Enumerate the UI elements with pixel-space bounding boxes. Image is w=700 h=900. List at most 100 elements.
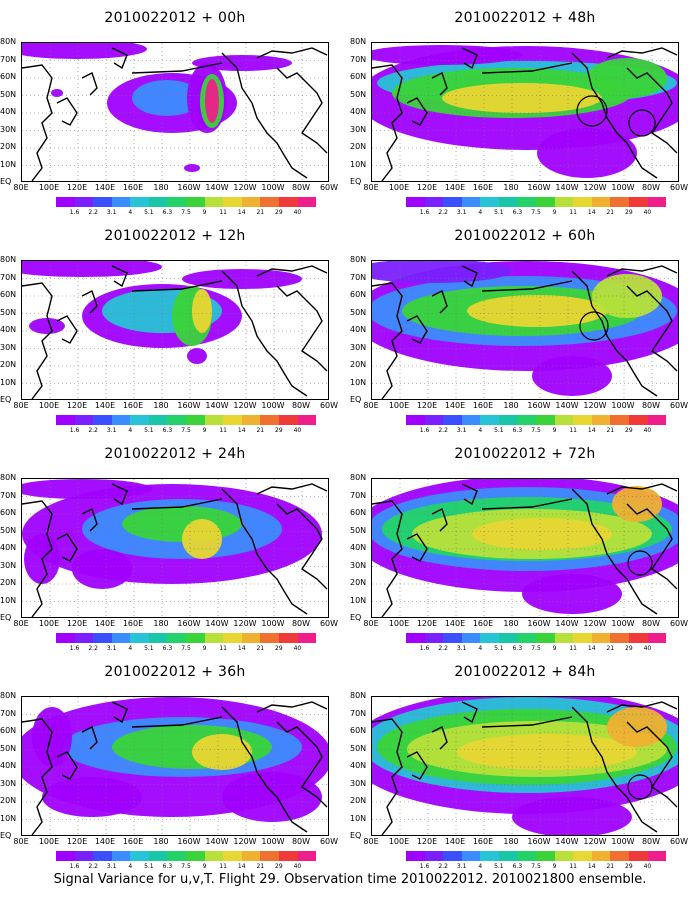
colorbar-swatch (186, 851, 205, 861)
variance-shading (442, 83, 602, 113)
colorbar-label: 9 (202, 645, 207, 652)
colorbar-swatch (186, 415, 205, 425)
lon-tick-label: 180 (503, 837, 519, 846)
lat-tick-label: 80N (0, 473, 17, 482)
colorbar-label: 14 (587, 645, 596, 652)
map-svg (372, 479, 678, 617)
colorbar-label: 1.6 (69, 209, 80, 216)
variance-shading (192, 289, 212, 333)
colorbar-label: 6.3 (512, 863, 523, 870)
colorbar-swatch (93, 415, 112, 425)
colorbar-label: 1.6 (69, 863, 80, 870)
colorbar-swatch (93, 851, 112, 861)
lon-tick-label: 120E (66, 837, 88, 846)
colorbar-label: 11 (219, 427, 227, 434)
figure-caption: Signal Variance for u,v,T. Flight 29. Ob… (53, 872, 647, 887)
colorbar-label: 6.3 (162, 427, 173, 434)
colorbar-labels: 1.6 2.2 3.1 4 5.1 6.3 7.5 9 11 14 21 29 40 (56, 863, 316, 871)
colorbar-swatch (260, 415, 279, 425)
lat-tick-label: 80N (0, 691, 17, 700)
lon-tick-label: 160W (527, 837, 551, 846)
lon-tick-label: 60W (319, 837, 339, 846)
lat-tick-label: EQ (0, 831, 12, 840)
coastline (606, 47, 678, 59)
colorbar-label: 3.1 (456, 209, 467, 216)
lat-tick-label: 60N (0, 508, 17, 517)
colorbar-label: 40 (643, 209, 652, 216)
colorbar-label: 14 (237, 863, 246, 870)
lon-tick-label: 180 (503, 619, 519, 628)
lat-tick-label: 50N (350, 743, 367, 753)
lon-tick-label: 140W (205, 401, 229, 410)
colorbar-swatch (480, 415, 499, 425)
lat-tick-label: 40N (0, 107, 17, 116)
map (371, 696, 679, 836)
colorbar-label: 14 (237, 209, 246, 216)
lon-tick-label: 120W (583, 401, 607, 410)
lon-tick-label: 120E (66, 401, 88, 410)
lon-tick-label: 120E (416, 183, 438, 192)
variance-shading (472, 518, 612, 550)
coastline (22, 500, 53, 617)
colorbar-label: 21 (256, 209, 265, 216)
colorbar-label: 29 (625, 645, 633, 652)
lat-tick-label: 50N (0, 307, 17, 317)
lat-tick-label: 10N (350, 813, 367, 823)
lat-tick-label: 80N (350, 37, 367, 46)
colorbar-label: 2.2 (88, 645, 98, 652)
lon-tick-label: 140E (94, 619, 116, 628)
colorbar-label: 11 (219, 209, 227, 216)
lat-tick-label: 50N (0, 525, 17, 535)
colorbar-swatch (536, 415, 555, 425)
variance-shading (372, 261, 512, 283)
lon-tick-label: 80W (291, 401, 311, 410)
colorbar-swatch (56, 851, 75, 861)
colorbar-label: 14 (587, 427, 596, 434)
coastline (406, 751, 428, 780)
colorbar-swatch (461, 851, 481, 861)
lat-tick-label: 60N (350, 290, 367, 299)
colorbar-label: 11 (569, 863, 577, 870)
lat-tick-label: 70N (350, 708, 367, 718)
lon-tick-label: 100E (388, 837, 410, 846)
colorbar-swatches (56, 633, 317, 643)
colorbar-label: 2.2 (438, 863, 448, 870)
colorbar-swatch (498, 851, 518, 861)
variance-shading (192, 734, 252, 770)
lon-tick-label: 80W (291, 837, 311, 846)
lon-tick-label: 160E (472, 183, 494, 192)
colorbar-label: 2.2 (88, 209, 98, 216)
colorbar-swatch (480, 851, 499, 861)
colorbar-label: 5.1 (144, 427, 154, 434)
region-circle (628, 109, 656, 137)
variance-shading (457, 734, 637, 770)
colorbar-label: 1.6 (69, 645, 80, 652)
colorbar-swatch (517, 851, 537, 861)
coastline (81, 726, 98, 750)
lon-tick-label: 140E (444, 837, 466, 846)
colorbar-swatch (148, 415, 168, 425)
colorbar-swatch (93, 633, 112, 643)
colorbar-swatch (297, 851, 317, 861)
panel-36h: 2010022012 + 36h 1.6 2.2 3.1 4 5.1 6.3 7.5 9 11 1… (0, 654, 350, 879)
lat-tick-label: 30N (0, 124, 17, 134)
lon-tick-label: 120E (416, 837, 438, 846)
colorbar-label: 7.5 (181, 645, 191, 652)
lon-tick-label: 180 (153, 837, 169, 846)
lat-tick-label: 80N (350, 691, 367, 700)
lon-tick-label: 180 (153, 401, 169, 410)
coastline (651, 335, 678, 372)
lat-tick-label: EQ (350, 831, 362, 840)
lon-tick-label: 100E (38, 837, 60, 846)
colorbar-label: 9 (552, 645, 557, 652)
colorbar-label: 14 (587, 863, 596, 870)
lon-tick-label: 80W (641, 837, 661, 846)
colorbar-label: 4 (128, 863, 133, 870)
variance-shading (532, 356, 612, 396)
lon-tick-label: 100E (38, 401, 60, 410)
coastline (372, 282, 403, 399)
coastline (131, 280, 223, 292)
lon-tick-label: 160W (177, 183, 201, 192)
variance-shading (537, 128, 637, 178)
colorbar-swatch (74, 415, 94, 425)
